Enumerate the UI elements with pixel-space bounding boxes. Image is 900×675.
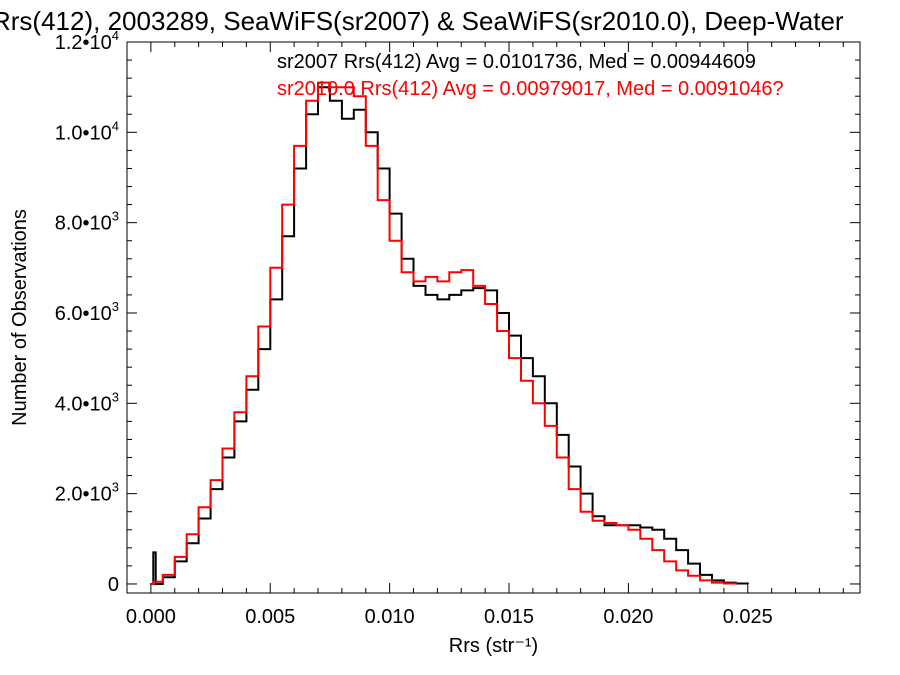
- series-line-sr2010.0: [150, 81, 737, 585]
- y-tick-label: 0: [108, 574, 119, 596]
- y-axis-label: Number of Observations: [9, 209, 31, 426]
- x-tick-label: 0.015: [484, 606, 534, 628]
- x-tick-label: 0.010: [365, 606, 415, 628]
- y-tick-label: 2.0•103: [55, 480, 119, 506]
- x-axis-label: Rrs (str⁻¹): [449, 635, 538, 657]
- series-annotation-sr2010: sr2010.0 Rrs(412) Avg = 0.00979017, Med …: [277, 78, 784, 100]
- series-annotation-sr2007: sr2007 Rrs(412) Avg = 0.0101736, Med = 0…: [277, 51, 756, 73]
- y-tick-label: 8.0•103: [55, 209, 119, 235]
- x-tick-label: 0.020: [603, 606, 653, 628]
- series-line-sr2007: [150, 86, 749, 585]
- series-group: [150, 81, 749, 585]
- x-tick-label: 0.000: [126, 606, 176, 628]
- y-tick-label: 6.0•103: [55, 299, 119, 325]
- x-tick-label: 0.025: [723, 606, 773, 628]
- ticks-group: [127, 41, 860, 593]
- x-tick-labels: 0.000 0.005 0.010 0.015 0.020 0.025: [126, 606, 773, 628]
- x-tick-label: 0.005: [245, 606, 295, 628]
- y-tick-labels: 0 2.0•103 4.0•103 6.0•103 8.0•103 1.0•104 1.2•…: [55, 28, 119, 596]
- y-tick-label: 1.2•104: [55, 28, 119, 54]
- plot-frame: [126, 41, 861, 594]
- chart-title: Rrs(412), 2003289, SeaWiFS(sr2007) & Sea…: [0, 6, 844, 36]
- y-tick-label: 4.0•103: [55, 389, 119, 415]
- y-tick-label: 1.0•104: [55, 118, 119, 144]
